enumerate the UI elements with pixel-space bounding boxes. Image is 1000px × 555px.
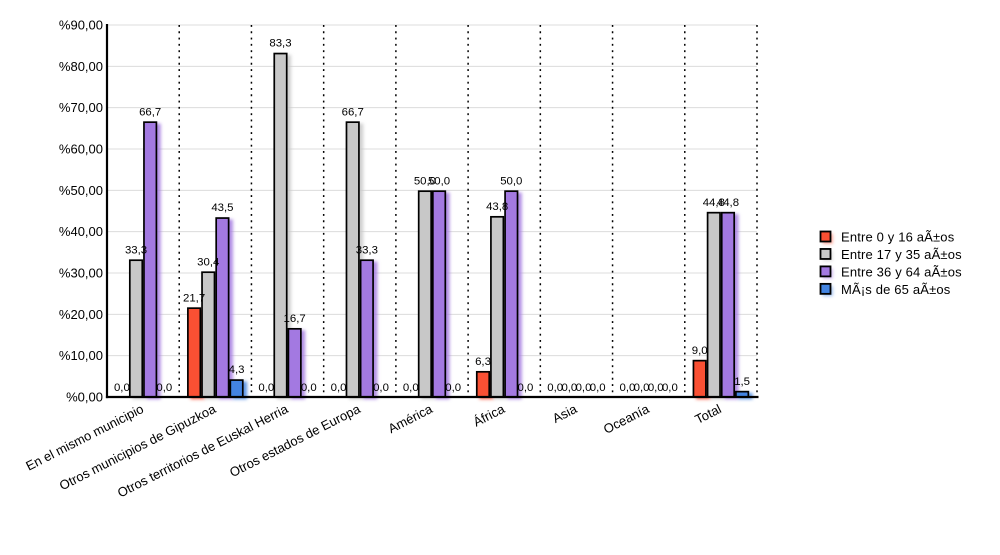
svg-text:0,0: 0,0 <box>373 382 389 394</box>
svg-text:0,0: 0,0 <box>518 382 534 394</box>
svg-text:0,0: 0,0 <box>331 382 347 394</box>
svg-text:%0,00: %0,00 <box>66 390 103 405</box>
svg-text:%70,00: %70,00 <box>59 100 103 115</box>
svg-text:%90,00: %90,00 <box>59 18 103 33</box>
svg-text:0,0: 0,0 <box>576 382 592 394</box>
svg-text:0,0: 0,0 <box>620 382 636 394</box>
svg-text:43,8: 43,8 <box>486 201 508 213</box>
svg-text:%20,00: %20,00 <box>59 307 103 322</box>
svg-text:0,0: 0,0 <box>634 382 650 394</box>
svg-text:Entre 17 y 35 aÃ±os: Entre 17 y 35 aÃ±os <box>841 247 962 262</box>
svg-text:44,8: 44,8 <box>717 197 739 209</box>
svg-text:Entre 36 y 64 aÃ±os: Entre 36 y 64 aÃ±os <box>841 264 962 279</box>
svg-text:%40,00: %40,00 <box>59 224 103 239</box>
svg-text:4,3: 4,3 <box>229 364 245 376</box>
svg-text:0,0: 0,0 <box>301 382 317 394</box>
svg-text:0,0: 0,0 <box>445 382 461 394</box>
svg-text:43,5: 43,5 <box>211 202 233 214</box>
svg-text:50,0: 50,0 <box>428 175 450 187</box>
svg-text:0,0: 0,0 <box>156 382 172 394</box>
svg-text:%60,00: %60,00 <box>59 142 103 157</box>
svg-text:33,3: 33,3 <box>125 244 147 256</box>
svg-text:0,0: 0,0 <box>403 382 419 394</box>
svg-text:1,5: 1,5 <box>734 376 750 388</box>
svg-text:0,0: 0,0 <box>114 382 130 394</box>
svg-text:%10,00: %10,00 <box>59 348 103 363</box>
svg-text:50,0: 50,0 <box>500 175 522 187</box>
svg-text:0,0: 0,0 <box>547 382 563 394</box>
svg-text:Entre 0 y 16 aÃ±os: Entre 0 y 16 aÃ±os <box>841 230 955 245</box>
svg-text:0,0: 0,0 <box>561 382 577 394</box>
svg-text:33,3: 33,3 <box>356 244 378 256</box>
svg-text:%50,00: %50,00 <box>59 183 103 198</box>
svg-text:0,0: 0,0 <box>648 382 664 394</box>
svg-text:%80,00: %80,00 <box>59 59 103 74</box>
svg-text:21,7: 21,7 <box>183 292 205 304</box>
svg-text:16,7: 16,7 <box>284 313 306 325</box>
svg-text:66,7: 66,7 <box>342 106 364 118</box>
svg-text:0,0: 0,0 <box>590 382 606 394</box>
svg-text:6,3: 6,3 <box>475 356 491 368</box>
svg-text:9,0: 9,0 <box>692 345 708 357</box>
svg-text:66,7: 66,7 <box>139 106 161 118</box>
svg-text:44,8: 44,8 <box>703 197 725 209</box>
svg-text:0,0: 0,0 <box>662 382 678 394</box>
svg-text:83,3: 83,3 <box>269 38 291 50</box>
svg-text:%30,00: %30,00 <box>59 266 103 281</box>
svg-text:MÃ¡s de 65 aÃ±os: MÃ¡s de 65 aÃ±os <box>841 282 951 297</box>
svg-text:30,4: 30,4 <box>197 256 219 268</box>
svg-text:0,0: 0,0 <box>258 382 274 394</box>
svg-text:50,0: 50,0 <box>414 175 436 187</box>
